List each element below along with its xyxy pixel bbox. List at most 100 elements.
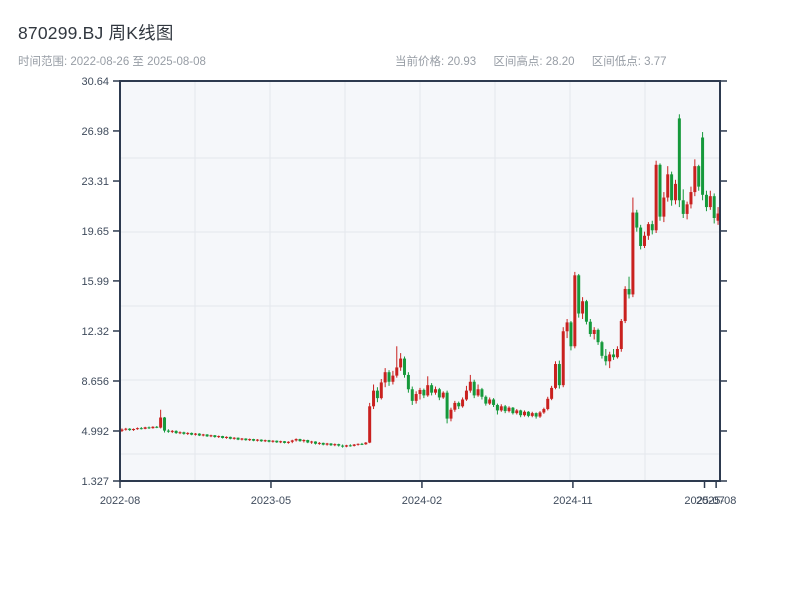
candle-down	[298, 439, 302, 442]
candle-up	[561, 331, 565, 386]
candle-down	[139, 428, 143, 430]
candle-up	[290, 440, 294, 442]
date-range-label: 时间范围: 2022-08-26 至 2025-08-08	[18, 56, 206, 68]
candle-down	[492, 399, 496, 405]
candle-up	[364, 442, 368, 445]
y-axis-label: 19.65	[81, 226, 109, 238]
candle-up	[383, 372, 387, 383]
candle-down	[410, 389, 414, 401]
candle-up	[294, 439, 298, 441]
candle-down	[267, 440, 271, 442]
candle-down	[569, 322, 573, 347]
candle-down	[174, 430, 178, 434]
candle-up	[464, 390, 468, 400]
candle-up	[186, 432, 190, 434]
x-axis-label: 2024-11	[553, 495, 593, 507]
candle-down	[244, 438, 248, 441]
candle-up	[368, 406, 372, 443]
y-axis-label: 8.656	[81, 376, 109, 388]
candle-down	[639, 227, 643, 246]
candle-up	[414, 394, 418, 401]
candle-up	[488, 399, 492, 404]
candle-up	[391, 375, 395, 382]
candle-down	[205, 434, 209, 437]
candle-down	[534, 413, 538, 417]
candle-down	[480, 389, 484, 397]
candle-down	[182, 432, 186, 434]
candle-down	[484, 396, 488, 404]
candle-down	[422, 389, 426, 396]
candle-down	[360, 443, 364, 445]
candle-up	[507, 407, 511, 412]
candle-up	[124, 428, 128, 430]
candle-up	[708, 196, 712, 208]
candle-up	[643, 235, 647, 246]
candle-down	[387, 372, 391, 382]
candle-down	[557, 364, 561, 386]
candle-up	[453, 402, 457, 410]
candle-up	[135, 428, 139, 430]
candle-down	[306, 440, 310, 443]
candle-down	[658, 164, 662, 217]
candle-up	[279, 441, 283, 443]
candle-down	[670, 174, 674, 201]
candle-up	[565, 322, 569, 332]
candle-up	[395, 367, 399, 376]
candle-up	[515, 410, 519, 414]
candle-up	[325, 443, 329, 445]
kline-chart: 30.64 26.98 23.31 19.65 15.99 12.32 8.656 4.992…	[81, 76, 736, 507]
candle-up	[530, 413, 534, 416]
candle-down	[526, 411, 530, 416]
candle-down	[321, 442, 325, 445]
candle-up	[468, 381, 472, 391]
candle-up	[673, 183, 677, 201]
candle-up	[433, 389, 437, 393]
candle-up	[662, 197, 666, 217]
candle-up	[209, 435, 213, 437]
candle-down	[519, 410, 523, 416]
candle-up	[685, 204, 689, 214]
candle-up	[523, 411, 527, 416]
candle-up	[240, 438, 244, 440]
price-stats: 当前价格: 20.93 区间高点: 28.20 区间低点: 3.77	[395, 53, 681, 69]
candle-up	[263, 440, 267, 442]
candle-up	[120, 429, 124, 431]
candle-up	[441, 392, 445, 398]
candle-up	[310, 441, 314, 443]
candle-up	[356, 443, 360, 445]
candle-up	[619, 321, 623, 350]
candle-up	[631, 212, 635, 295]
candle-down	[128, 428, 132, 431]
x-axis-label: 2025-08	[696, 495, 736, 507]
candle-down	[627, 288, 631, 295]
candle-down	[337, 444, 341, 446]
candle-up	[201, 434, 205, 436]
candle-up	[693, 166, 697, 193]
candle-up	[224, 436, 228, 438]
candle-down	[252, 439, 256, 441]
candle-up	[178, 432, 182, 434]
candle-up	[592, 329, 596, 334]
current-price-label: 当前价格: 20.93	[395, 56, 477, 68]
candle-up	[546, 398, 550, 410]
candle-down	[701, 137, 705, 195]
candle-up	[476, 389, 480, 396]
chart-meta-row: 时间范围: 2022-08-26 至 2025-08-08 当前价格: 20.9…	[0, 53, 800, 69]
candle-down	[341, 445, 345, 447]
candle-down	[503, 406, 507, 412]
candle-down	[596, 329, 600, 343]
candle-down	[163, 417, 167, 431]
candle-up	[248, 439, 252, 441]
candle-up	[352, 444, 356, 446]
candle-up	[372, 390, 376, 407]
candle-down	[375, 390, 379, 399]
candle-down	[677, 118, 681, 201]
candle-down	[600, 342, 604, 356]
candle-down	[604, 355, 608, 362]
candle-up	[344, 445, 348, 447]
y-axis-label: 4.992	[81, 426, 109, 438]
y-axis-label: 12.32	[81, 326, 109, 338]
candle-down	[221, 436, 225, 438]
candle-down	[681, 200, 685, 214]
